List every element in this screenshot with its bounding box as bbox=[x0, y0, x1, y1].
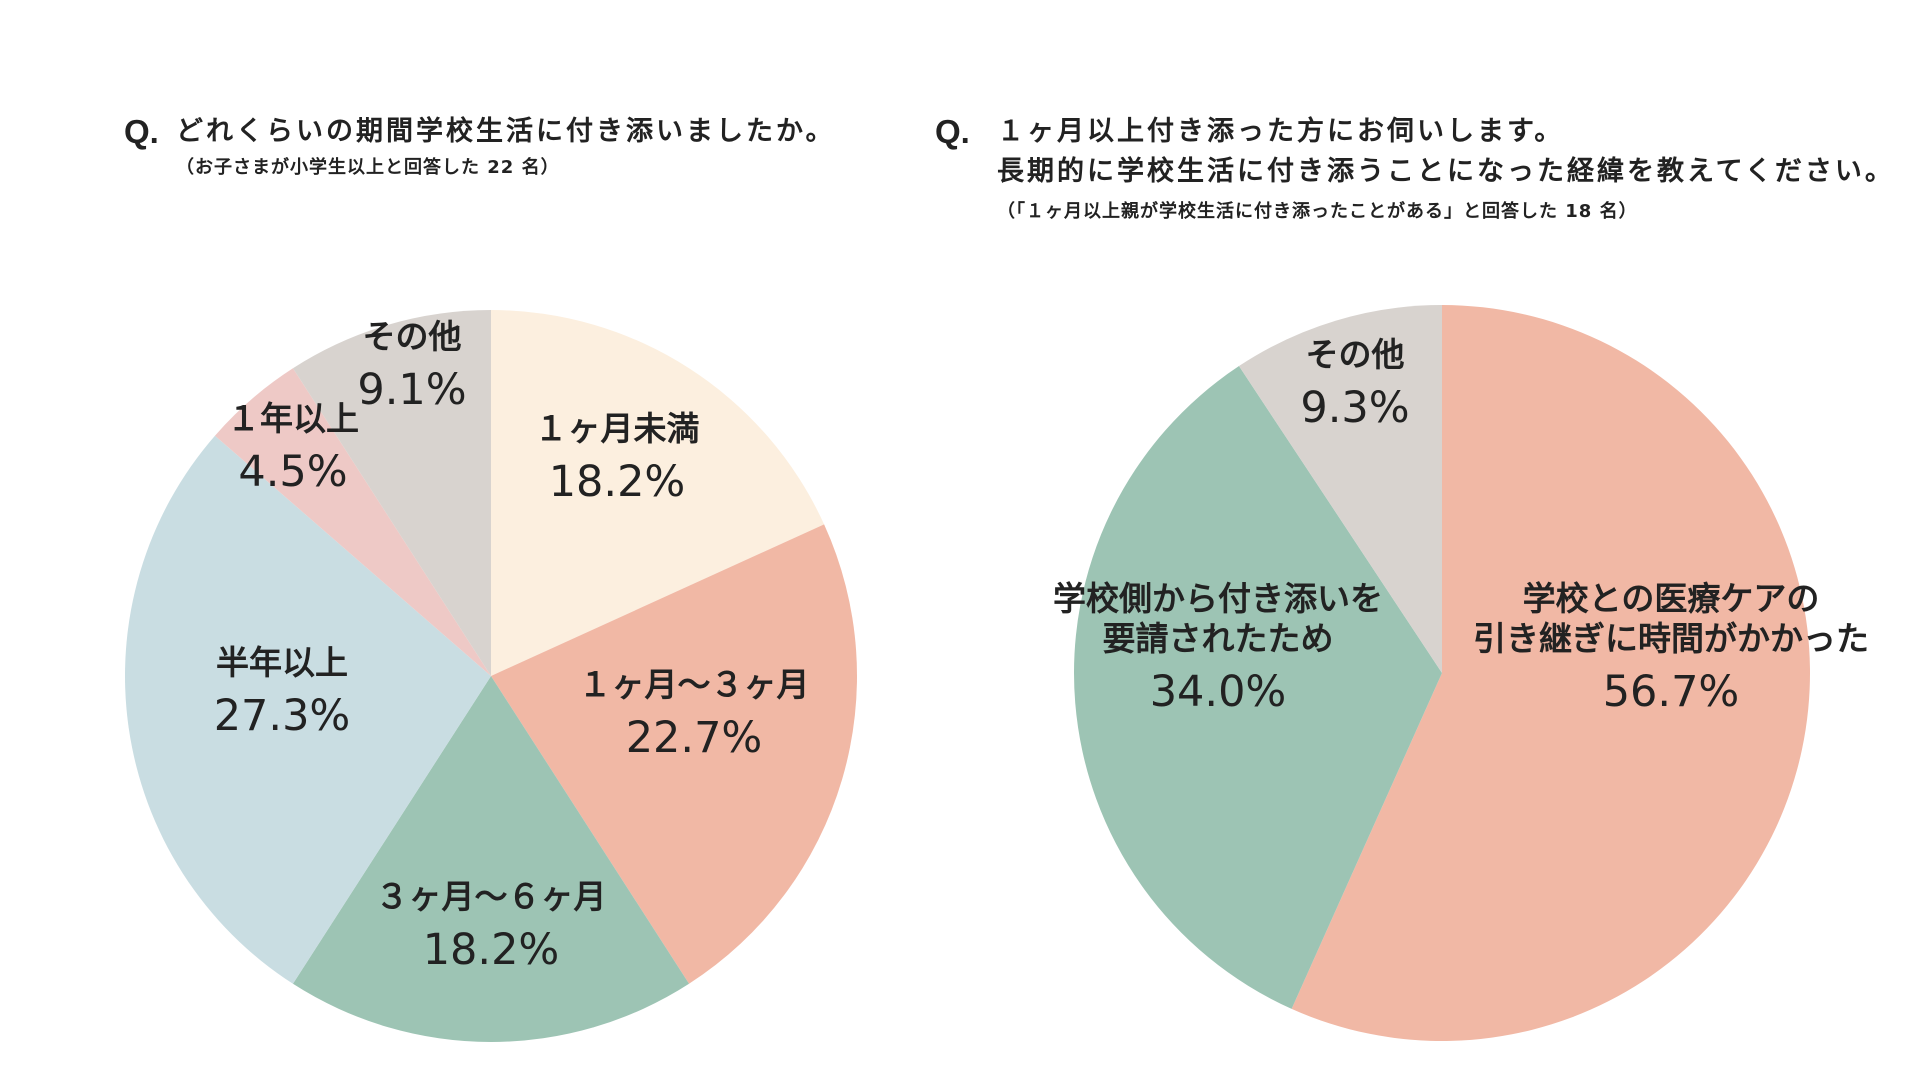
pie-2-slice-2-label-line-1: 学校側から付き添いを bbox=[1053, 579, 1383, 618]
pie-1-slice-2-label-line-1: １ヶ月～３ヶ月 bbox=[579, 665, 810, 704]
pie-2-slice-1-value: 56.7% bbox=[1603, 667, 1740, 717]
pie-1-slice-3 bbox=[292, 676, 690, 1042]
pie-1-slice-4 bbox=[125, 435, 491, 984]
question-1-note: （お子さまが小学生以上と回答した 22 名） bbox=[176, 157, 560, 178]
question-2-text-line-2: 長期的に学校生活に付き添うことになった経緯を教えてください。 bbox=[997, 156, 1895, 187]
pie-1-slice-6-label-line-1: その他 bbox=[363, 317, 462, 356]
pie-1-slice-5-label-line-1: １年以上 bbox=[227, 399, 359, 438]
pie-1-slice-5-value: 4.5% bbox=[238, 447, 347, 497]
question-2-note: （「１ヶ月以上親が学校生活に付き添ったことがある」と回答した 18 名） bbox=[997, 201, 1638, 222]
pie-1-slice-3-value: 18.2% bbox=[423, 925, 560, 975]
pie-2-slice-1 bbox=[1291, 305, 1811, 1041]
pie-2-slice-2-value: 34.0% bbox=[1150, 667, 1287, 717]
pie-2-slice-1-label-line-2: 引き継ぎに時間がかかった bbox=[1473, 619, 1869, 658]
pie-1-slice-1-label-line-1: １ヶ月未満 bbox=[535, 409, 700, 448]
pie-1-slice-4-label-line-1: 半年以上 bbox=[216, 643, 348, 682]
pie-1-slice-5 bbox=[214, 368, 491, 676]
pie-2-slice-3 bbox=[1238, 305, 1442, 673]
pie-2-slice-1-label-line-1: 学校との医療ケアの bbox=[1523, 579, 1820, 618]
question-1-mark: Q. bbox=[124, 113, 159, 150]
pie-2-slice-3-label-line-1: その他 bbox=[1306, 335, 1405, 374]
pie-2-slice-2 bbox=[1073, 366, 1442, 1009]
pie-1-slice-3-label-line-1: ３ヶ月～６ヶ月 bbox=[376, 877, 607, 916]
pie-1-slice-1 bbox=[491, 310, 825, 676]
pie-1-slice-2-value: 22.7% bbox=[626, 713, 763, 763]
question-2-mark: Q. bbox=[935, 113, 970, 150]
pie-1-slice-2 bbox=[491, 524, 857, 984]
question-1: Q. どれくらいの期間学校生活に付き添いましたか。 （お子さまが小学生以上と回答… bbox=[124, 112, 835, 182]
question-2: Q. １ヶ月以上付き添った方にお伺いします。 長期的に学校生活に付き添うことにな… bbox=[935, 112, 1895, 226]
pie-2-slice-3-value: 9.3% bbox=[1300, 383, 1409, 433]
question-1-text: どれくらいの期間学校生活に付き添いましたか。 bbox=[176, 116, 836, 147]
question-2-text-line-1: １ヶ月以上付き添った方にお伺いします。 bbox=[997, 116, 1565, 147]
pie-1-slice-6 bbox=[292, 310, 491, 676]
pie-chart-duration: １ヶ月未満 18.2% １ヶ月～３ヶ月 22.7% ３ヶ月～６ヶ月 18.2% 半年以上 27… bbox=[125, 310, 857, 1042]
pie-2-slice-2-label-line-2: 要請されたため bbox=[1103, 619, 1334, 658]
pie-1-slice-4-value: 27.3% bbox=[214, 691, 351, 741]
pie-1-slice-6-value: 9.1% bbox=[357, 365, 466, 415]
pie-1-slice-1-value: 18.2% bbox=[549, 457, 686, 507]
